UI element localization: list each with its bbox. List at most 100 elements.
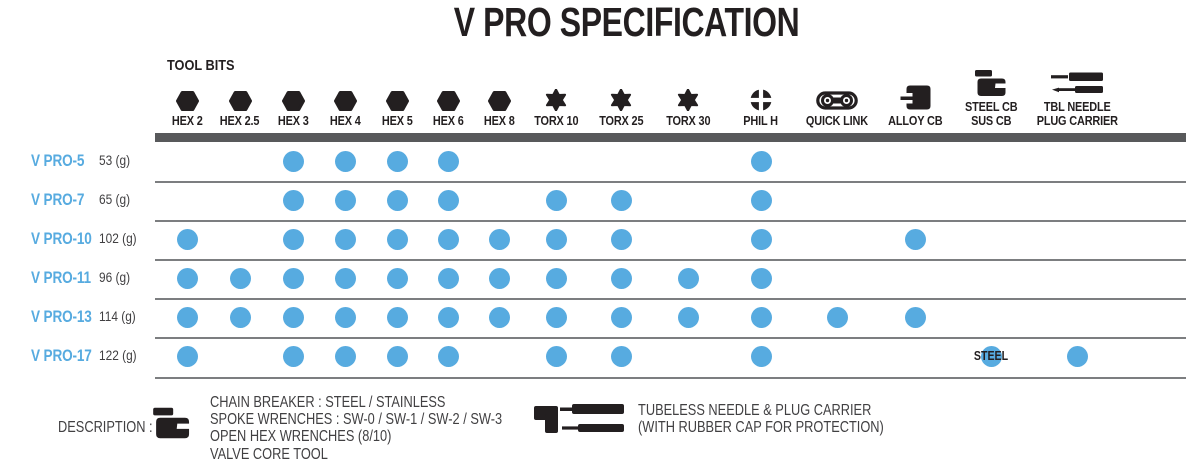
hex-bit-icon [333,91,357,111]
column-hex3: HEX 3 [238,52,348,128]
bit-dot-philh [750,150,772,172]
column-torx10: TORX 10 [501,52,611,128]
hex-bit-icon [281,91,305,111]
column-hex5: HEX 5 [342,52,452,128]
bit-dot-hex4 [334,267,356,289]
bit-dot-hex5 [386,228,408,250]
bit-dot-hex2 [176,345,198,367]
row-divider [155,377,1186,379]
column-label: ALLOY CB [887,113,943,128]
row-model-label: V PRO-11 [31,268,91,287]
description-line: VALVE CORE TOOL [210,445,328,463]
hex-bit-icon [487,91,511,111]
row-model-label: V PRO-13 [31,307,92,326]
description-line: CHAIN BREAKER : STEEL / STAINLESS [210,394,446,411]
column-label: TBL NEEDLE PLUG CARRIER [1036,99,1118,128]
description-line: (WITH RUBBER CAP FOR PROTECTION) [638,419,884,437]
page-title: V PRO SPECIFICATION [454,0,800,45]
column-hex8: HEX 8 [444,52,554,128]
bit-dot-philh [750,345,772,367]
row-divider [155,336,1186,339]
bit-dot-philh [750,189,772,211]
bit-dot-torx10 [545,345,567,367]
column-label: HEX 2 [171,113,203,128]
row-weight-label: 102 (g) [99,231,137,246]
column-label: HEX 2.5 [220,113,260,128]
row-model-label: V PRO-7 [31,190,85,209]
bit-dot-philh [750,306,772,328]
bit-dot-torx25 [610,345,632,367]
column-label: TORX 30 [665,113,711,128]
row-divider [155,258,1186,261]
phillips-bit-icon [750,89,772,111]
bit-dot-torx25 [610,189,632,211]
bit-dot-hex3 [282,267,304,289]
bit-dot-hex3 [282,189,304,211]
bit-dot-alloycb [904,306,926,328]
bit-dot-hex2 [176,267,198,289]
bit-dot-steelcb [980,345,1002,367]
bit-dot-tblneedle [1066,345,1088,367]
column-label: HEX 8 [483,113,515,128]
torx-bit-icon [677,89,699,111]
bit-dot-torx30 [677,306,699,328]
column-label: HEX 3 [277,113,309,128]
bit-dot-hex5 [386,267,408,289]
bit-dot-torx10 [545,306,567,328]
bit-dot-hex4 [334,228,356,250]
bit-dot-torx25 [610,228,632,250]
bit-dot-hex3 [282,306,304,328]
description-text: CHAIN BREAKER : STEEL / STAINLESS SPOKE W… [210,394,502,463]
row-divider [155,180,1186,183]
bit-dot-torx25 [610,267,632,289]
bit-dot-torx25 [610,306,632,328]
description-heading: DESCRIPTION : [58,419,153,436]
bit-dot-torx10 [545,228,567,250]
description-line: TUBELESS NEEDLE & PLUG CARRIER [638,402,872,419]
column-philh: PHIL H [706,52,816,128]
bit-dot-hex25 [229,306,251,328]
bit-dot-hex6 [437,150,459,172]
column-label: QUICK LINK [805,113,869,128]
column-label: STEEL CB SUS CB [964,99,1018,128]
column-tblneedle: TBL NEEDLE PLUG CARRIER [1022,52,1132,128]
row-weight-label: 65 (g) [99,192,131,207]
column-hex25: HEX 2.5 [185,52,295,128]
torx-bit-icon [545,89,567,111]
tool-bits-heading: TOOL BITS [167,57,235,74]
column-quicklink: QUICK LINK [782,52,892,128]
column-label: PHIL H [743,113,779,128]
column-torx30: TORX 30 [633,52,743,128]
bit-dot-hex8 [488,228,510,250]
description-line: OPEN HEX WRENCHES (8/10) [210,428,392,446]
bit-dot-hex6 [437,267,459,289]
column-label: HEX 6 [432,113,464,128]
torx-bit-icon [610,89,632,111]
bit-dot-hex4 [334,306,356,328]
column-hex4: HEX 4 [290,52,400,128]
hex-bit-icon [385,91,409,111]
hex-bit-icon [436,91,460,111]
steel-chain-breaker-icon [974,69,1008,97]
header-divider-bar [155,133,1186,142]
hex-bit-icon [175,91,199,111]
bit-dot-hex6 [437,345,459,367]
row-weight-label: 122 (g) [99,348,137,363]
row-divider [155,297,1186,300]
quick-link-icon [816,90,858,111]
alloy-chain-breaker-icon [898,84,932,111]
tubeless-carrier-large-icon [532,401,626,444]
column-alloycb: ALLOY CB [860,52,970,128]
bit-dot-alloycb [904,228,926,250]
description-line: SPOKE WRENCHES : SW-0 / SW-1 / SW-2 / SW… [210,411,503,429]
row-weight-label: 114 (g) [99,309,136,324]
bit-dot-hex2 [176,306,198,328]
row-model-label: V PRO-10 [31,229,92,248]
column-label: HEX 5 [381,113,413,128]
bit-dot-hex5 [386,189,408,211]
column-label: TORX 10 [533,113,579,128]
bit-dot-hex6 [437,228,459,250]
row-model-label: V PRO-5 [31,151,85,170]
bit-dot-torx10 [545,267,567,289]
